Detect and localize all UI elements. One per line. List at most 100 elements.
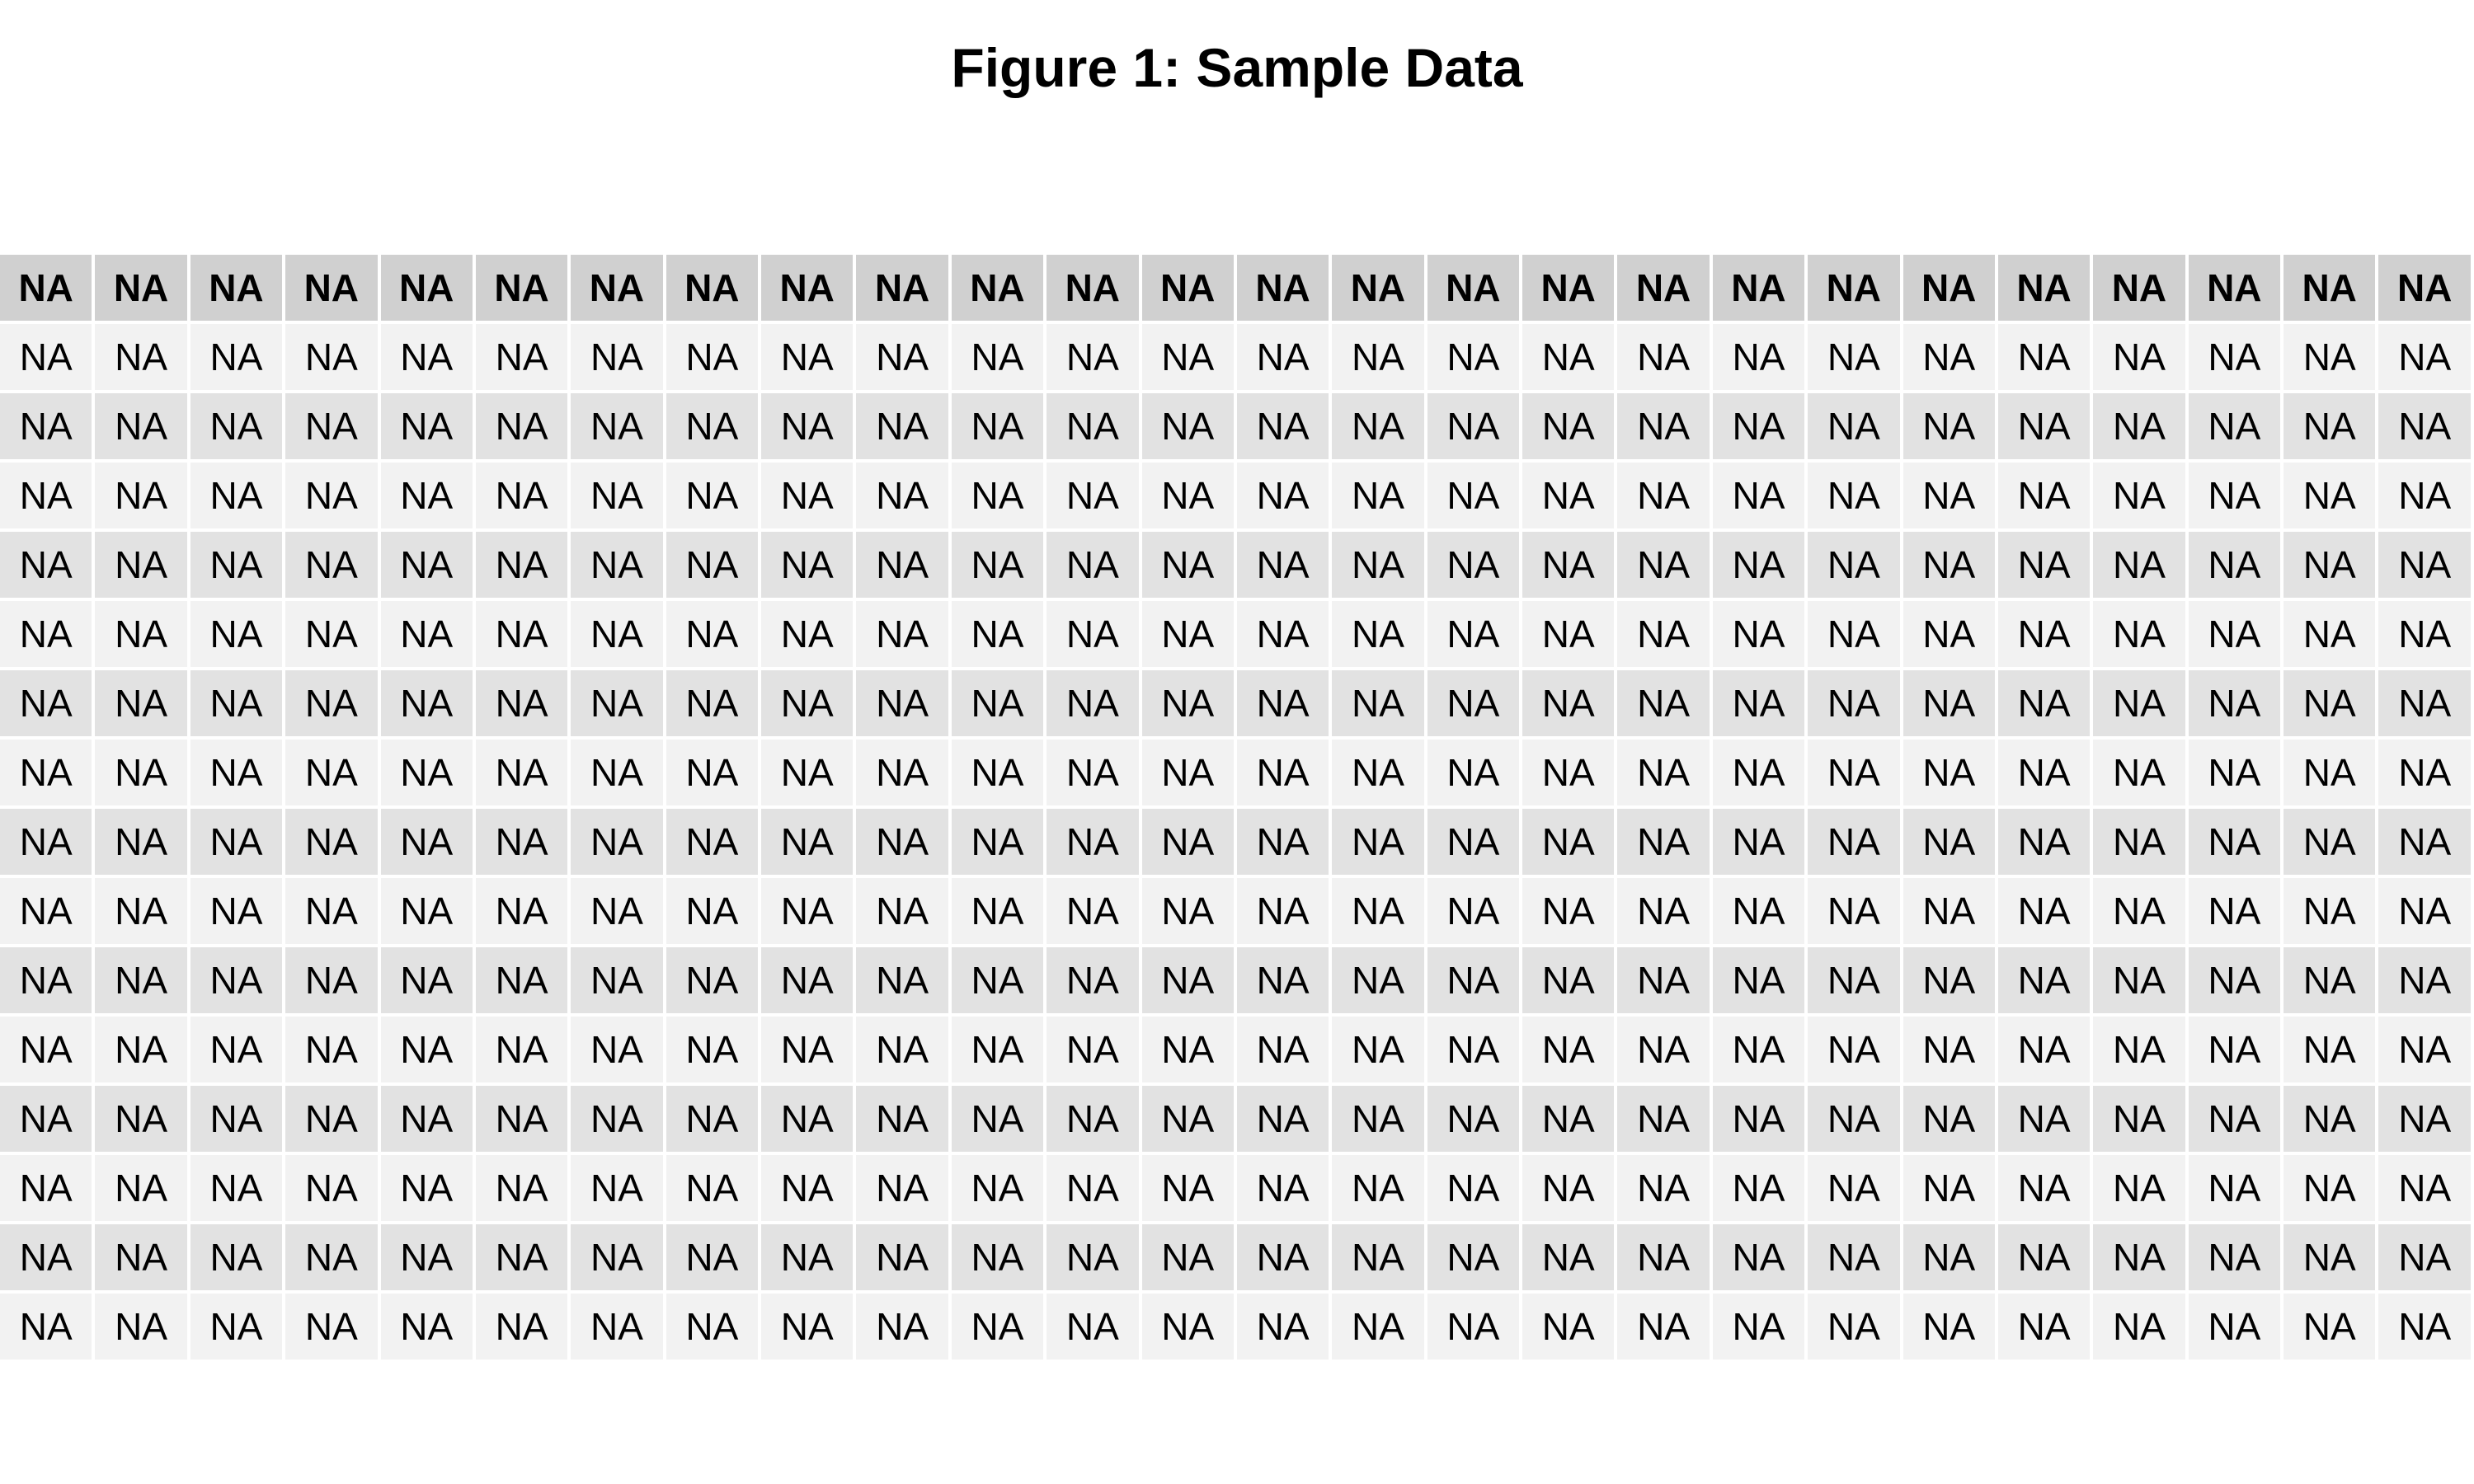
table-cell: NA [1903, 324, 1995, 390]
table-cell: NA [951, 809, 1044, 875]
table-cell: NA [190, 393, 283, 459]
table-cell: NA [1332, 324, 1424, 390]
table-cell: NA [1332, 878, 1424, 944]
table-cell: NA [1047, 947, 1139, 1013]
table-cell: NA [2284, 809, 2376, 875]
table-cell: NA [1617, 740, 1710, 805]
table-cell: NA [0, 324, 92, 390]
table-cell: NA [1997, 670, 2091, 736]
table-cell: NA [1903, 878, 1995, 944]
table-cell: NA [0, 809, 92, 875]
column-header: NA [1332, 255, 1424, 321]
table-cell: NA [1427, 670, 1519, 736]
table-cell: NA [571, 532, 663, 598]
column-header: NA [1522, 255, 1615, 321]
column-header: NA [1712, 255, 1805, 321]
table-cell: NA [761, 324, 854, 390]
table-cell: NA [2284, 463, 2376, 528]
table-cell: NA [1808, 947, 1900, 1013]
table-cell: NA [951, 601, 1044, 667]
table-cell: NA [2284, 1224, 2376, 1290]
table-cell: NA [0, 532, 92, 598]
table-cell: NA [2188, 601, 2280, 667]
table-cell: NA [380, 809, 473, 875]
table-cell: NA [2188, 393, 2280, 459]
table-cell: NA [0, 1294, 92, 1360]
column-header: NA [1427, 255, 1519, 321]
table-cell: NA [1047, 1155, 1139, 1221]
table-cell: NA [666, 670, 758, 736]
table-cell: NA [1047, 393, 1139, 459]
table-cell: NA [95, 324, 187, 390]
table-cell: NA [1712, 1086, 1805, 1152]
table-cell: NA [380, 324, 473, 390]
table-cell: NA [2284, 670, 2376, 736]
table-cell: NA [2093, 1017, 2185, 1082]
column-header: NA [856, 255, 948, 321]
table-cell: NA [1617, 1017, 1710, 1082]
column-header: NA [1617, 255, 1710, 321]
table-cell: NA [761, 1017, 854, 1082]
table-cell: NA [1997, 1224, 2091, 1290]
table-cell: NA [0, 947, 92, 1013]
table-row: NA NA NA NA NA NA NA NA NA NA NA NA NA NA NA NA NA NA NA NA… [0, 947, 2471, 1013]
table-cell: NA [380, 1224, 473, 1290]
table-cell: NA [2093, 1224, 2185, 1290]
table-cell: NA [666, 947, 758, 1013]
table-cell: NA [190, 1155, 283, 1221]
table-cell: NA [95, 947, 187, 1013]
table-cell: NA [1903, 740, 1995, 805]
table-cell: NA [190, 324, 283, 390]
table-cell: NA [571, 1086, 663, 1152]
table-cell: NA [1808, 324, 1900, 390]
table-cell: NA [2378, 393, 2471, 459]
table-cell: NA [666, 809, 758, 875]
table-cell: NA [2093, 1086, 2185, 1152]
table-cell: NA [1047, 878, 1139, 944]
table-cell: NA [1427, 1294, 1519, 1360]
table-cell: NA [1332, 947, 1424, 1013]
table-cell: NA [1617, 463, 1710, 528]
table-cell: NA [0, 601, 92, 667]
table-cell: NA [1997, 1086, 2091, 1152]
table-cell: NA [1997, 809, 2091, 875]
table-cell: NA [0, 463, 92, 528]
table-cell: NA [571, 740, 663, 805]
table-cell: NA [0, 393, 92, 459]
table-cell: NA [2188, 947, 2280, 1013]
table-cell: NA [1903, 1294, 1995, 1360]
table-cell: NA [571, 324, 663, 390]
table-cell: NA [285, 947, 378, 1013]
table-row: NA NA NA NA NA NA NA NA NA NA NA NA NA NA NA NA NA NA NA NA… [0, 463, 2471, 528]
table-cell: NA [1997, 878, 2091, 944]
table-cell: NA [1997, 1155, 2091, 1221]
table-cell: NA [571, 601, 663, 667]
table-cell: NA [475, 1086, 568, 1152]
table-cell: NA [1427, 324, 1519, 390]
table-cell: NA [2284, 1017, 2376, 1082]
table-cell: NA [1141, 670, 1234, 736]
table-cell: NA [1236, 1294, 1329, 1360]
table-cell: NA [2378, 809, 2471, 875]
table-cell: NA [951, 1155, 1044, 1221]
table-cell: NA [1427, 1224, 1519, 1290]
table-cell: NA [190, 670, 283, 736]
table-cell: NA [2284, 1155, 2376, 1221]
table-cell: NA [190, 947, 283, 1013]
table-cell: NA [1236, 393, 1329, 459]
table-cell: NA [475, 809, 568, 875]
table-cell: NA [2093, 601, 2185, 667]
table-cell: NA [1903, 1224, 1995, 1290]
table-cell: NA [1617, 532, 1710, 598]
table-cell: NA [380, 1086, 473, 1152]
table-cell: NA [95, 1294, 187, 1360]
table-cell: NA [1522, 947, 1615, 1013]
table-cell: NA [0, 740, 92, 805]
table-row: NA NA NA NA NA NA NA NA NA NA NA NA NA NA NA NA NA NA NA NA… [0, 1155, 2471, 1221]
table-cell: NA [285, 1224, 378, 1290]
table-cell: NA [571, 670, 663, 736]
table-cell: NA [2093, 463, 2185, 528]
table-cell: NA [1522, 393, 1615, 459]
table-cell: NA [380, 670, 473, 736]
table-cell: NA [761, 878, 854, 944]
